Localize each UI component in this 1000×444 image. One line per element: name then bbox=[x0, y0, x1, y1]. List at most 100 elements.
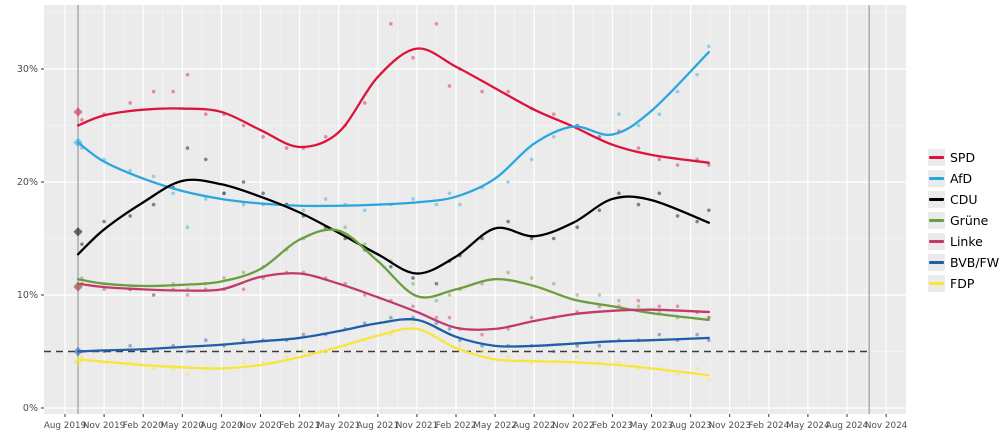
legend-key-fdp bbox=[928, 275, 945, 292]
poll-dot-spd bbox=[707, 163, 711, 167]
x-tick-label: Feb 2022 bbox=[436, 421, 477, 431]
poll-dot-fdp bbox=[80, 355, 84, 359]
poll-dot-cdu bbox=[389, 264, 393, 269]
poll-dot-linke bbox=[151, 293, 156, 297]
trend-line-gruene bbox=[76, 228, 710, 322]
legend-swatch-cdu bbox=[929, 198, 944, 201]
poll-dot-spd bbox=[362, 101, 367, 105]
poll-dot-cdu bbox=[506, 219, 510, 224]
x-tick-label: Aug 2020 bbox=[200, 421, 243, 431]
x-tick-label: Aug 2021 bbox=[357, 421, 399, 431]
poll-dot-gruene bbox=[447, 293, 452, 297]
poll-dot-spd bbox=[636, 146, 641, 150]
poll-dot-cdu bbox=[241, 180, 246, 184]
legend-item-bvbfw: BVB/FW bbox=[928, 254, 999, 271]
election-result-diamond-spd bbox=[73, 107, 83, 117]
poll-dot-spd bbox=[151, 89, 156, 94]
poll-dot-afd bbox=[222, 191, 226, 196]
poll-dot-afd bbox=[458, 202, 462, 207]
trend-line-linke bbox=[76, 272, 710, 331]
poll-dot-bvbfw bbox=[597, 344, 602, 348]
election-result-diamond-afd bbox=[73, 137, 83, 148]
x-tick-label: Feb 2023 bbox=[592, 421, 633, 431]
poll-dot-afd bbox=[128, 168, 132, 173]
poll-dot-linke bbox=[657, 304, 662, 309]
legend-key-gruene bbox=[928, 212, 945, 229]
legend-swatch-spd bbox=[929, 156, 944, 159]
poll-dot-spd bbox=[551, 112, 556, 116]
poll-dot-bvbfw bbox=[389, 315, 393, 320]
poll-dot-fdp bbox=[151, 366, 156, 371]
poll-dot-afd bbox=[695, 72, 699, 77]
legend-label-cdu: CDU bbox=[950, 192, 978, 207]
legend-key-spd bbox=[928, 149, 945, 166]
legend-item-fdp: FDP bbox=[928, 275, 999, 292]
poll-dot-cdu bbox=[707, 208, 711, 213]
poll-dot-afd bbox=[362, 208, 367, 213]
poll-dot-gruene bbox=[529, 276, 534, 280]
poll-dot-afd bbox=[636, 123, 641, 128]
poll-dot-linke bbox=[185, 293, 190, 297]
poll-dot-spd bbox=[185, 72, 190, 77]
legend-key-cdu bbox=[928, 191, 945, 208]
x-tick-label: Aug 2023 bbox=[669, 421, 711, 431]
poll-dot-bvbfw bbox=[575, 344, 580, 348]
poll-dot-afd bbox=[675, 89, 680, 94]
x-tick-label: Feb 2024 bbox=[748, 421, 789, 431]
x-tick-label: Feb 2021 bbox=[279, 421, 320, 431]
y-tick-label: 20% bbox=[17, 177, 38, 188]
x-tick-label: Nov 2023 bbox=[709, 421, 751, 431]
poll-dot-linke bbox=[707, 315, 711, 320]
poll-dot-afd bbox=[411, 197, 415, 201]
poll-dot-cdu bbox=[657, 191, 662, 196]
poll-dot-bvbfw bbox=[128, 344, 132, 348]
poll-dot-fdp bbox=[480, 349, 484, 354]
legend-swatch-linke bbox=[929, 240, 944, 243]
poll-dot-linke bbox=[636, 298, 641, 303]
x-tick-label: Feb 2020 bbox=[123, 421, 164, 431]
poll-dot-afd bbox=[529, 157, 534, 162]
poll-dot-fdp bbox=[707, 377, 711, 382]
poll-dot-bvbfw bbox=[151, 349, 156, 354]
election-result-diamond-cdu bbox=[73, 227, 83, 237]
poll-dot-fdp bbox=[617, 361, 621, 365]
legend-swatch-gruene bbox=[929, 219, 944, 222]
legend-key-bvbfw bbox=[928, 254, 945, 271]
poll-dot-bvbfw bbox=[551, 349, 556, 354]
x-tick-label: Aug 2019 bbox=[44, 421, 86, 431]
poll-dot-gruene bbox=[707, 315, 711, 320]
poll-dot-gruene bbox=[222, 276, 226, 280]
poll-dot-afd bbox=[323, 197, 328, 201]
poll-dot-spd bbox=[284, 146, 289, 150]
poll-dot-spd bbox=[241, 123, 246, 128]
poll-dot-fdp bbox=[389, 332, 393, 337]
poll-dot-fdp bbox=[185, 372, 190, 376]
poll-dot-spd bbox=[506, 89, 510, 94]
poll-dot-fdp bbox=[675, 372, 680, 376]
legend-key-afd bbox=[928, 170, 945, 187]
poll-dot-spd bbox=[203, 112, 208, 116]
poll-dot-afd bbox=[506, 180, 510, 184]
poll-dot-linke bbox=[447, 315, 452, 320]
x-tick-label: May 2020 bbox=[161, 421, 205, 431]
y-tick-label: 0% bbox=[23, 403, 38, 414]
poll-dot-spd bbox=[480, 89, 484, 94]
legend-swatch-fdp bbox=[929, 282, 944, 285]
poll-dot-bvbfw bbox=[434, 321, 439, 326]
election-result-diamond-bvbfw bbox=[73, 346, 83, 357]
poll-dot-fdp bbox=[241, 361, 246, 365]
poll-dot-cdu bbox=[575, 225, 580, 229]
poll-dot-fdp bbox=[506, 355, 510, 359]
poll-dot-bvbfw bbox=[362, 321, 367, 326]
poll-dot-gruene bbox=[636, 304, 641, 309]
poll-dot-cdu bbox=[695, 219, 699, 224]
poll-dot-spd bbox=[261, 135, 265, 139]
x-tick-label: Nov 2021 bbox=[396, 421, 438, 431]
poll-dot-cdu bbox=[261, 191, 265, 196]
poll-dot-linke bbox=[675, 304, 680, 309]
legend-item-spd: SPD bbox=[928, 149, 999, 166]
legend-item-cdu: CDU bbox=[928, 191, 999, 208]
legend-swatch-afd bbox=[929, 177, 944, 180]
legend-label-fdp: FDP bbox=[950, 276, 975, 291]
